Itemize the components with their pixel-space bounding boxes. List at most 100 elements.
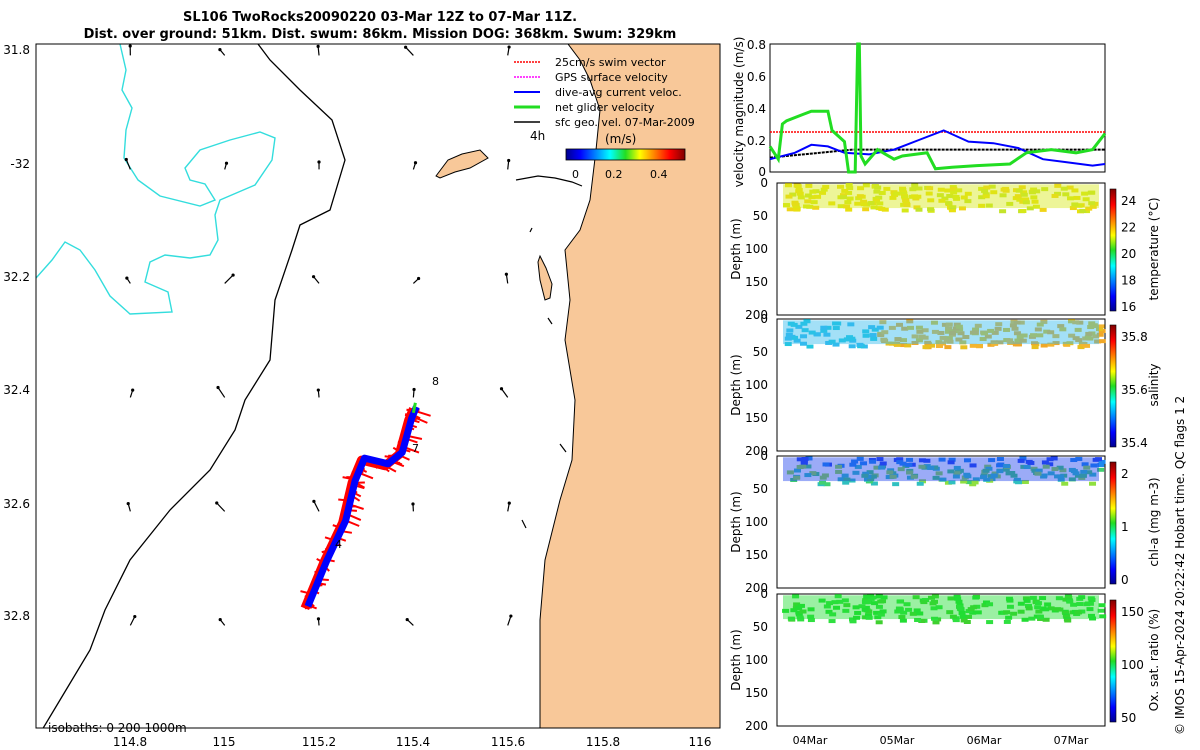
profile-sample <box>841 598 849 603</box>
profile-sample <box>888 325 896 330</box>
profile-sample <box>872 196 880 201</box>
profile-sample <box>900 338 908 343</box>
colorbar <box>1109 461 1117 585</box>
profile-sample <box>935 605 943 610</box>
profile-sample <box>956 606 964 611</box>
profile-sample <box>1020 190 1028 195</box>
profile-sample <box>969 610 977 615</box>
profile-sample <box>793 468 801 473</box>
profile-sample <box>1010 611 1018 616</box>
profile-sample <box>797 195 805 200</box>
sfc-vector-head <box>411 502 415 506</box>
profile-sample <box>1067 319 1075 324</box>
profile-sample <box>832 321 840 326</box>
profile-sample <box>952 618 960 623</box>
profile-sample <box>963 458 971 463</box>
profile-sample <box>841 188 849 193</box>
profile-sample <box>808 330 816 335</box>
profile-sample <box>810 200 818 205</box>
profile-sample <box>1074 610 1082 615</box>
profile-sample <box>876 457 884 462</box>
profile-sample <box>784 342 792 347</box>
profile-sample <box>1043 329 1051 334</box>
y-tick-label: 0.4 <box>747 102 766 116</box>
profile-sample <box>1036 333 1044 338</box>
profile-sample <box>1081 191 1089 196</box>
profile-sample <box>900 191 908 196</box>
profile-sample <box>980 475 988 480</box>
profile-sample <box>969 463 977 468</box>
profile-sample <box>1055 596 1063 601</box>
profile-sample <box>962 334 970 339</box>
profile-sample <box>920 600 928 605</box>
profile-sample <box>1080 341 1088 346</box>
profile-sample <box>870 481 878 486</box>
profile-sample <box>787 616 795 621</box>
profile-sample <box>957 331 965 336</box>
profile-sample <box>900 343 908 348</box>
profile-sample <box>927 207 935 212</box>
profile-sample <box>1044 602 1052 607</box>
profile-sample <box>1047 330 1055 335</box>
y-tick-label: 200 <box>745 444 768 458</box>
profile-sample <box>1066 599 1074 604</box>
profile-sample <box>1014 194 1022 199</box>
profile-sample <box>906 475 914 480</box>
profile-sample <box>1085 206 1093 211</box>
colorbar-tick: 35.4 <box>1121 436 1148 450</box>
profile-sample <box>852 470 860 475</box>
profile-sample <box>927 465 935 470</box>
profile-sample <box>1083 602 1091 607</box>
profile-sample <box>906 457 914 462</box>
profile-sample <box>870 336 878 341</box>
profile-sample <box>866 470 874 475</box>
profile-sample <box>838 338 846 343</box>
profile-sample <box>906 325 914 330</box>
profile-sample <box>795 605 803 610</box>
profile-sample <box>861 473 869 478</box>
profile-sample <box>922 598 930 603</box>
profile-sample <box>911 340 919 345</box>
colorbar-tick: 100 <box>1121 658 1144 672</box>
profile-sample <box>793 338 801 343</box>
profile-sample <box>965 614 973 619</box>
profile-sample <box>1057 477 1065 482</box>
profile-sample <box>1089 204 1097 209</box>
profile-sample <box>1039 596 1047 601</box>
y-tick-label: 150 <box>745 275 768 289</box>
profile-sample <box>807 607 815 612</box>
profile-sample <box>996 457 1004 462</box>
profile-sample <box>1030 195 1038 200</box>
profile-sample <box>863 594 871 599</box>
profile-sample <box>875 604 883 609</box>
profile-sample <box>979 337 987 342</box>
profile-sample <box>1087 613 1095 618</box>
profile-sample <box>784 336 792 341</box>
profile-sample <box>1022 200 1030 205</box>
profile-sample <box>1089 472 1097 477</box>
profile-sample <box>1056 474 1064 479</box>
colorbar <box>1109 188 1117 312</box>
profile-sample <box>947 469 955 474</box>
profile-sample <box>1031 345 1039 350</box>
legend-label: 25cm/s swim vector <box>555 56 666 69</box>
profile-sample <box>843 477 851 482</box>
profile-sample <box>843 337 851 342</box>
velocity-ylabel: velocity magnitude (m/s) <box>732 37 746 188</box>
profile-sample <box>991 471 999 476</box>
profile-sample <box>1089 616 1097 621</box>
profile-sample <box>972 477 980 482</box>
profile-sample <box>1020 192 1028 197</box>
profile-sample <box>991 330 999 335</box>
profile-sample <box>868 325 876 330</box>
legend-item-swim: 25cm/s swim vector <box>514 56 666 69</box>
profile-sample <box>1042 617 1050 622</box>
profile-sample <box>1066 185 1074 190</box>
profile-sample <box>1012 342 1020 347</box>
sfc-vector-head <box>405 617 409 622</box>
profile-sample <box>1034 605 1042 610</box>
profile-sample <box>1051 467 1059 472</box>
profile-sample <box>960 195 968 200</box>
profile-sample <box>1025 606 1033 611</box>
profile-sample <box>796 457 804 462</box>
